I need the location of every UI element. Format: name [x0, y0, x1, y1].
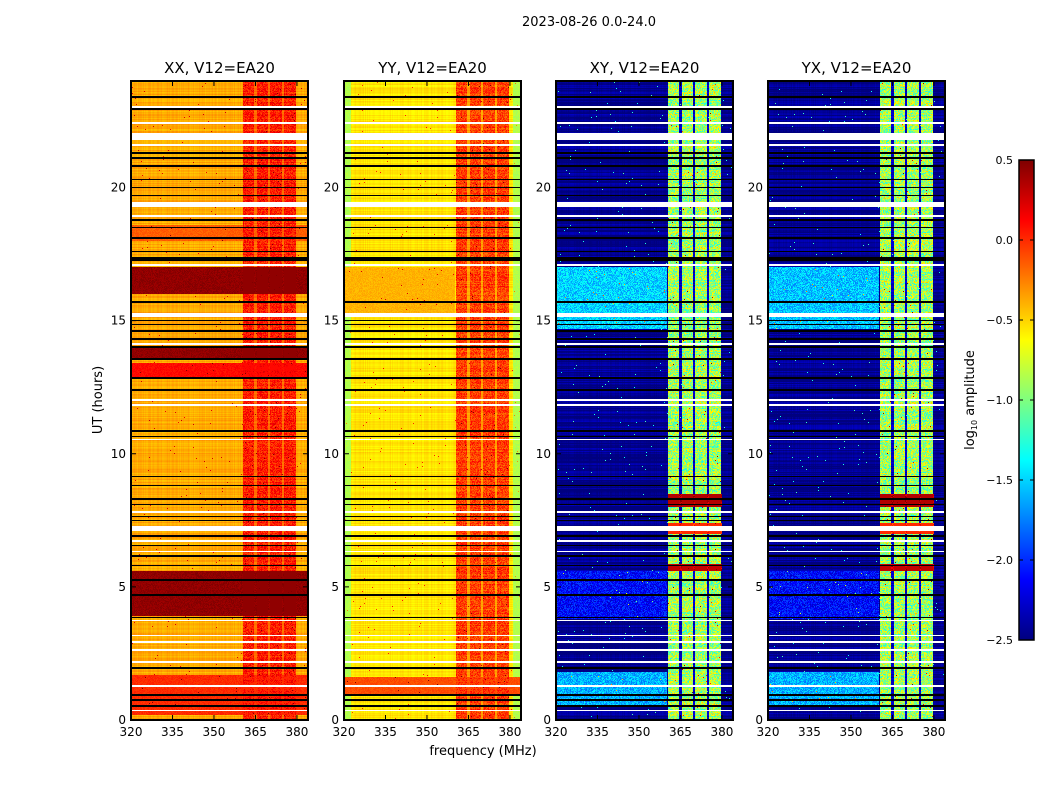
y-tick-label: 20: [111, 181, 126, 195]
colorbar-label-rest: amplitude: [963, 350, 978, 420]
panel-frame: [130, 80, 309, 721]
x-axis-label: frequency (MHz): [429, 744, 536, 759]
y-tick-label: 20: [748, 181, 763, 195]
colorbar-tick-label: −2.5: [986, 634, 1013, 647]
x-tick-label: 365: [244, 725, 267, 739]
x-tick-label: 365: [881, 725, 904, 739]
colorbar-gradient: [1019, 160, 1034, 640]
x-tick-label: 350: [840, 725, 863, 739]
panel-frame: [767, 80, 946, 721]
y-tick-label: 5: [543, 580, 551, 594]
y-tick-label: 0: [755, 713, 763, 727]
colorbar-tick-label: −0.5: [986, 314, 1013, 327]
y-axis-label: UT (hours): [91, 366, 106, 434]
x-tick-label: 380: [285, 725, 308, 739]
y-tick-label: 5: [755, 580, 763, 594]
colorbar-tick-label: 0.0: [996, 234, 1014, 247]
panel-title: YY, V12=EA20: [377, 59, 487, 77]
y-tick-label: 0: [118, 713, 126, 727]
heatmap-xy: [556, 81, 733, 720]
x-tick-label: 350: [203, 725, 226, 739]
y-tick-label: 10: [324, 447, 339, 461]
y-tick-label: 20: [536, 181, 551, 195]
y-tick-label: 10: [536, 447, 551, 461]
y-tick-label: 15: [748, 314, 763, 328]
x-tick-label: 335: [161, 725, 184, 739]
x-tick-label: 320: [545, 725, 568, 739]
panel-title: XY, V12=EA20: [590, 59, 700, 77]
y-tick-label: 20: [324, 181, 339, 195]
panel-title: YX, V12=EA20: [801, 59, 912, 77]
x-tick-label: 350: [416, 725, 439, 739]
x-tick-label: 380: [498, 725, 521, 739]
y-tick-label: 10: [748, 447, 763, 461]
x-tick-label: 320: [757, 725, 780, 739]
y-tick-label: 15: [536, 314, 551, 328]
colorbar-label: log10 amplitude: [963, 350, 979, 450]
panel-frame: [343, 80, 522, 721]
x-tick-label: 365: [669, 725, 692, 739]
y-tick-label: 15: [111, 314, 126, 328]
y-tick-label: 0: [543, 713, 551, 727]
colorbar-label-log: log: [963, 430, 978, 450]
y-tick-label: 10: [111, 447, 126, 461]
x-tick-label: 380: [922, 725, 945, 739]
x-tick-label: 380: [710, 725, 733, 739]
x-tick-label: 365: [457, 725, 480, 739]
figure-suptitle: 2023-08-26 0.0-24.0: [522, 15, 656, 30]
colorbar-tick-label: 0.5: [996, 154, 1014, 167]
y-tick-label: 15: [324, 314, 339, 328]
x-tick-label: 320: [120, 725, 143, 739]
x-tick-label: 335: [798, 725, 821, 739]
colorbar-label-sub: 10: [970, 420, 979, 430]
colorbar-tick-label: −1.0: [986, 394, 1013, 407]
colorbar-tick-label: −1.5: [986, 474, 1013, 487]
colorbar-tick-label: −2.0: [986, 554, 1013, 567]
panel-title: XX, V12=EA20: [164, 59, 275, 77]
y-tick-label: 5: [331, 580, 339, 594]
panel-frame: [555, 80, 734, 721]
heatmap-yy: [344, 81, 521, 720]
y-tick-label: 5: [118, 580, 126, 594]
x-tick-label: 350: [628, 725, 651, 739]
x-tick-label: 320: [333, 725, 356, 739]
heatmap-yx: [768, 81, 945, 720]
x-tick-label: 335: [374, 725, 397, 739]
y-tick-label: 0: [331, 713, 339, 727]
x-tick-label: 335: [586, 725, 609, 739]
heatmap-xx: [131, 81, 308, 720]
